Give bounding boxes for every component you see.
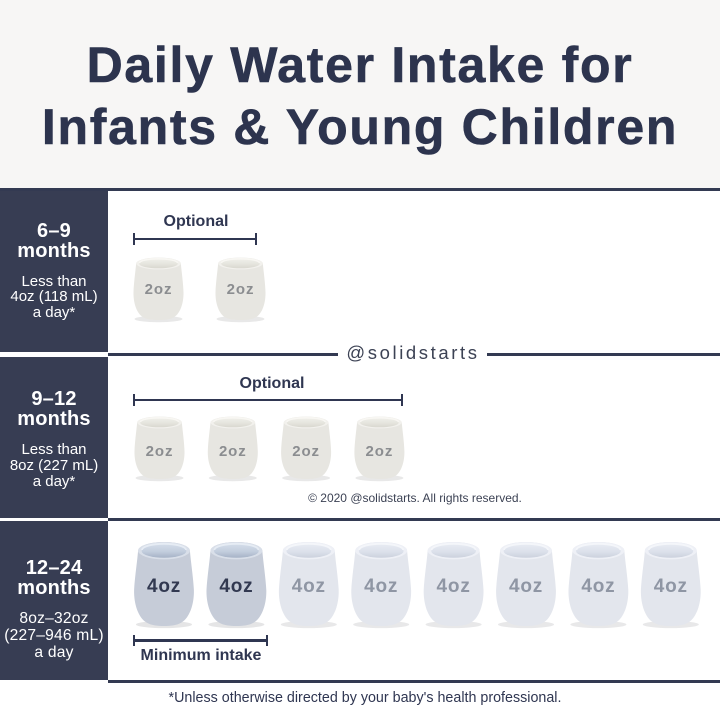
svg-text:2oz: 2oz [366, 443, 394, 460]
svg-text:4oz: 4oz [364, 576, 398, 597]
svg-text:4oz: 4oz [654, 576, 688, 597]
svg-text:2oz: 2oz [219, 443, 247, 460]
svg-text:4oz: 4oz [147, 576, 181, 597]
svg-text:2oz: 2oz [292, 443, 320, 460]
svg-text:4oz: 4oz [219, 576, 253, 597]
svg-text:4oz: 4oz [509, 576, 543, 597]
svg-text:2oz: 2oz [146, 443, 174, 460]
svg-text:4oz: 4oz [581, 576, 615, 597]
svg-text:2oz: 2oz [227, 281, 255, 298]
svg-text:4oz: 4oz [437, 576, 471, 597]
svg-text:2oz: 2oz [145, 281, 173, 298]
svg-text:4oz: 4oz [292, 576, 326, 597]
